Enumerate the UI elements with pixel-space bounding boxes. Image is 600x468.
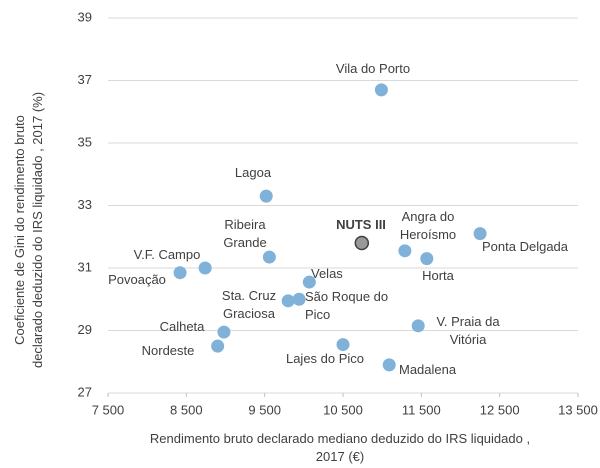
point-label-line: NUTS III: [336, 217, 386, 232]
scatter-point: [374, 83, 388, 97]
point-label-line: Vitória: [450, 332, 487, 347]
point-label: Povoação: [108, 272, 166, 287]
point-label-line: Madalena: [399, 362, 457, 377]
scatter-point: [398, 244, 412, 258]
point-label: Ponta Delgada: [482, 239, 569, 254]
x-tick-label: 10 500: [323, 402, 363, 417]
point-label: NUTS III: [336, 217, 386, 232]
scatter-point: [211, 339, 225, 353]
point-label: Angra do Heroísmo: [400, 209, 456, 242]
point-label: Horta: [422, 268, 455, 283]
y-tick-label: 39: [78, 9, 92, 24]
point-label: Velas: [311, 266, 343, 281]
point-label: Madalena: [399, 362, 457, 377]
y-tick-label: 33: [78, 197, 92, 212]
point-label: Nordeste: [142, 343, 195, 358]
point-label: V.F. Campo: [134, 247, 201, 262]
scatter-point: [217, 325, 231, 339]
point-label-line: V. Praia da: [436, 314, 500, 329]
scatter-point: [281, 294, 295, 308]
x-tick-label: 7 500: [92, 402, 125, 417]
point-label-line: Grande: [223, 235, 266, 250]
x-axis-title: Rendimento bruto declarado mediano deduz…: [150, 431, 530, 464]
point-label-line: Heroísmo: [400, 227, 456, 242]
scatter-point: [382, 358, 396, 372]
point-label-line: Lajes do Pico: [286, 351, 364, 366]
x-axis-title-line: Rendimento bruto declarado mediano deduz…: [150, 431, 530, 446]
point-label: Lajes do Pico: [286, 351, 364, 366]
x-axis-title-line: 2017 (€): [316, 449, 364, 464]
point-label-line: São Roque do: [305, 289, 388, 304]
scatter-point: [420, 252, 434, 266]
scatter-point: [198, 261, 212, 275]
y-axis-title: Coeficiente de Gini do rendimento bruto d…: [12, 92, 45, 368]
point-label-line: Pico: [305, 307, 330, 322]
y-axis-title-line: Coeficiente de Gini do rendimento bruto: [12, 115, 27, 345]
point-label-line: Ponta Delgada: [482, 239, 569, 254]
point-label-line: Horta: [422, 268, 455, 283]
point-label-line: Graciosa: [223, 306, 276, 321]
scatter-point: [302, 275, 316, 289]
y-axis-title-line: declarado deduzido do IRS liquidado , 20…: [30, 92, 45, 368]
point-label-line: Calheta: [160, 319, 206, 334]
point-label: Calheta: [160, 319, 206, 334]
x-tick-label: 13 500: [558, 402, 598, 417]
point-label: Sta. Cruz Graciosa: [222, 288, 276, 321]
point-label: Vila do Porto: [336, 61, 410, 76]
point-label-line: V.F. Campo: [134, 247, 201, 262]
x-tick-label: 12 500: [480, 402, 520, 417]
point-label: Lagoa: [235, 165, 272, 180]
point-label-line: Sta. Cruz: [222, 288, 276, 303]
point-label-line: Povoação: [108, 272, 166, 287]
point-label-line: Ribeira: [224, 217, 266, 232]
scatter-point: [411, 319, 425, 333]
point-label-line: Lagoa: [235, 165, 272, 180]
x-tick-label: 11 500: [402, 402, 441, 417]
y-tick-label: 29: [78, 322, 92, 337]
scatter-point: [173, 266, 187, 280]
x-tick-label: 8 500: [170, 402, 203, 417]
scatter-point: [262, 250, 276, 264]
y-tick-label: 35: [78, 134, 92, 149]
y-tick-label: 31: [78, 259, 92, 274]
point-label-line: Velas: [311, 266, 343, 281]
point-label: São Roque do Pico: [305, 289, 388, 322]
scatter-point: [354, 235, 370, 251]
point-label-line: Nordeste: [142, 343, 195, 358]
point-label: Ribeira Grande: [223, 217, 266, 250]
x-tick-label: 9 500: [248, 402, 281, 417]
point-label: V. Praia da Vitória: [436, 314, 500, 347]
y-tick-label: 27: [78, 384, 92, 399]
scatter-point: [473, 227, 487, 241]
point-label-line: Angra do: [402, 209, 455, 224]
scatter-point: [336, 338, 350, 352]
point-label-line: Vila do Porto: [336, 61, 410, 76]
scatter-point: [292, 292, 306, 306]
y-tick-label: 37: [78, 72, 92, 87]
scatter-point: [259, 189, 273, 203]
